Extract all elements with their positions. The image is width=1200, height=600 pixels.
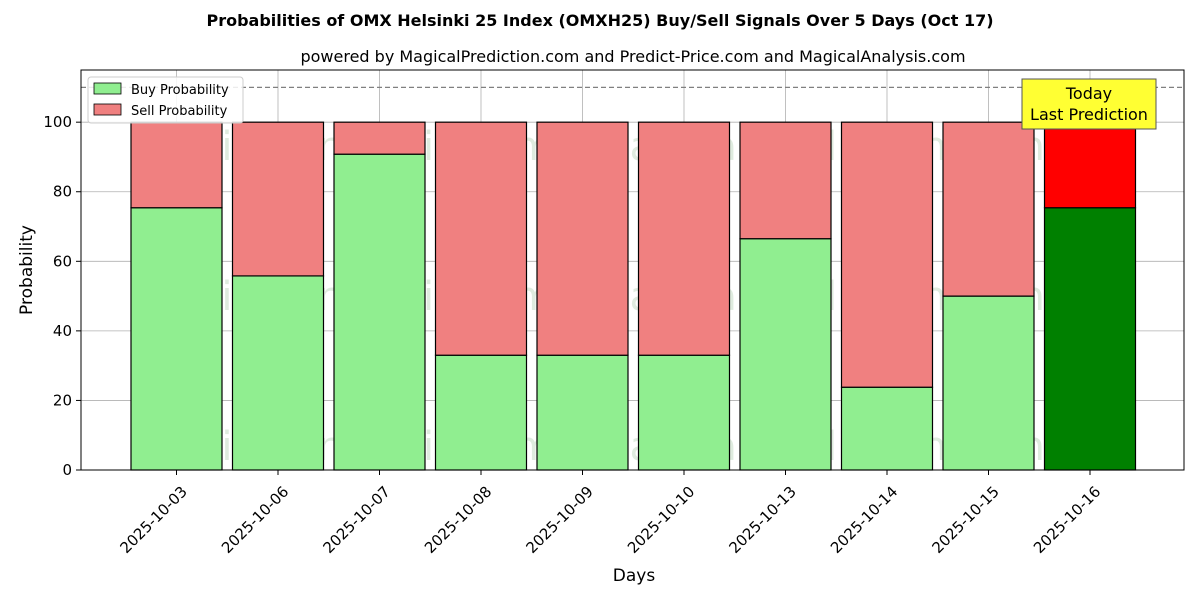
bar-buy (130, 207, 223, 471)
bar-sell (231, 121, 325, 277)
bar-sell (1043, 121, 1137, 209)
legend-frame (87, 76, 244, 124)
y-tick-label: 0 (62, 461, 72, 479)
legend-label-buy: Buy Probability (131, 83, 229, 98)
x-tick-label: 2025-10-15 (928, 483, 1002, 557)
x-tick-label: 2025-10-14 (827, 483, 901, 557)
chart-title: Probabilities of OMX Helsinki 25 Index (… (206, 11, 993, 30)
bar-sell (840, 121, 934, 388)
bar-sell (130, 121, 223, 209)
bar-buy (231, 275, 325, 471)
x-tick-label: 2025-10-10 (624, 483, 698, 557)
x-tick-label: 2025-10-13 (725, 483, 799, 557)
x-tick-label: 2025-10-06 (218, 483, 292, 557)
today-annotation-box (1021, 78, 1157, 130)
legend-label-sell: Sell Probability (131, 104, 228, 119)
bar-buy (1043, 207, 1137, 471)
x-tick-label: 2025-10-08 (421, 483, 495, 557)
y-tick-label: 80 (53, 183, 72, 201)
x-axis-label: Days (613, 566, 656, 586)
chart-subtitle: powered by MagicalPrediction.com and Pre… (300, 47, 965, 66)
y-axis-label: Probability (17, 225, 37, 315)
bar-sell (536, 121, 629, 356)
bar-buy (840, 386, 934, 471)
legend: Buy Probability Sell Probability (87, 76, 244, 124)
x-axis: 2025-10-03 2025-10-06 2025-10-07 2025-10-08… (116, 470, 1104, 557)
x-tick-label: 2025-10-03 (116, 483, 190, 557)
y-tick-label: 100 (43, 113, 72, 131)
legend-swatch-buy (93, 82, 122, 95)
y-axis: 0 20 40 60 80 100 (43, 113, 81, 479)
y-tick-label: 60 (53, 252, 72, 270)
y-tick-label: 40 (53, 322, 72, 340)
bar-sell (739, 121, 832, 240)
bar-sell (942, 121, 1035, 297)
legend-swatch-sell (93, 103, 122, 116)
plot-frame (80, 69, 1185, 471)
bar-buy (536, 354, 629, 471)
bar-buy (942, 295, 1035, 471)
x-tick-label: 2025-10-09 (522, 483, 596, 557)
bar-sell (333, 121, 426, 155)
bar-sell (637, 121, 731, 356)
today-annotation-line-2: Last Prediction (1030, 105, 1148, 124)
bar-buy (739, 238, 832, 471)
bars (130, 121, 1137, 471)
bar-sell (434, 121, 528, 356)
today-annotation-line-1: Today (1065, 84, 1112, 103)
x-tick-label: 2025-10-07 (319, 483, 393, 557)
bar-buy (434, 354, 528, 471)
y-tick-label: 20 (53, 391, 72, 409)
bar-buy (637, 354, 731, 471)
bar-buy (333, 153, 426, 471)
today-annotation: Today Last Prediction (1021, 78, 1157, 130)
x-tick-label: 2025-10-16 (1030, 483, 1104, 557)
